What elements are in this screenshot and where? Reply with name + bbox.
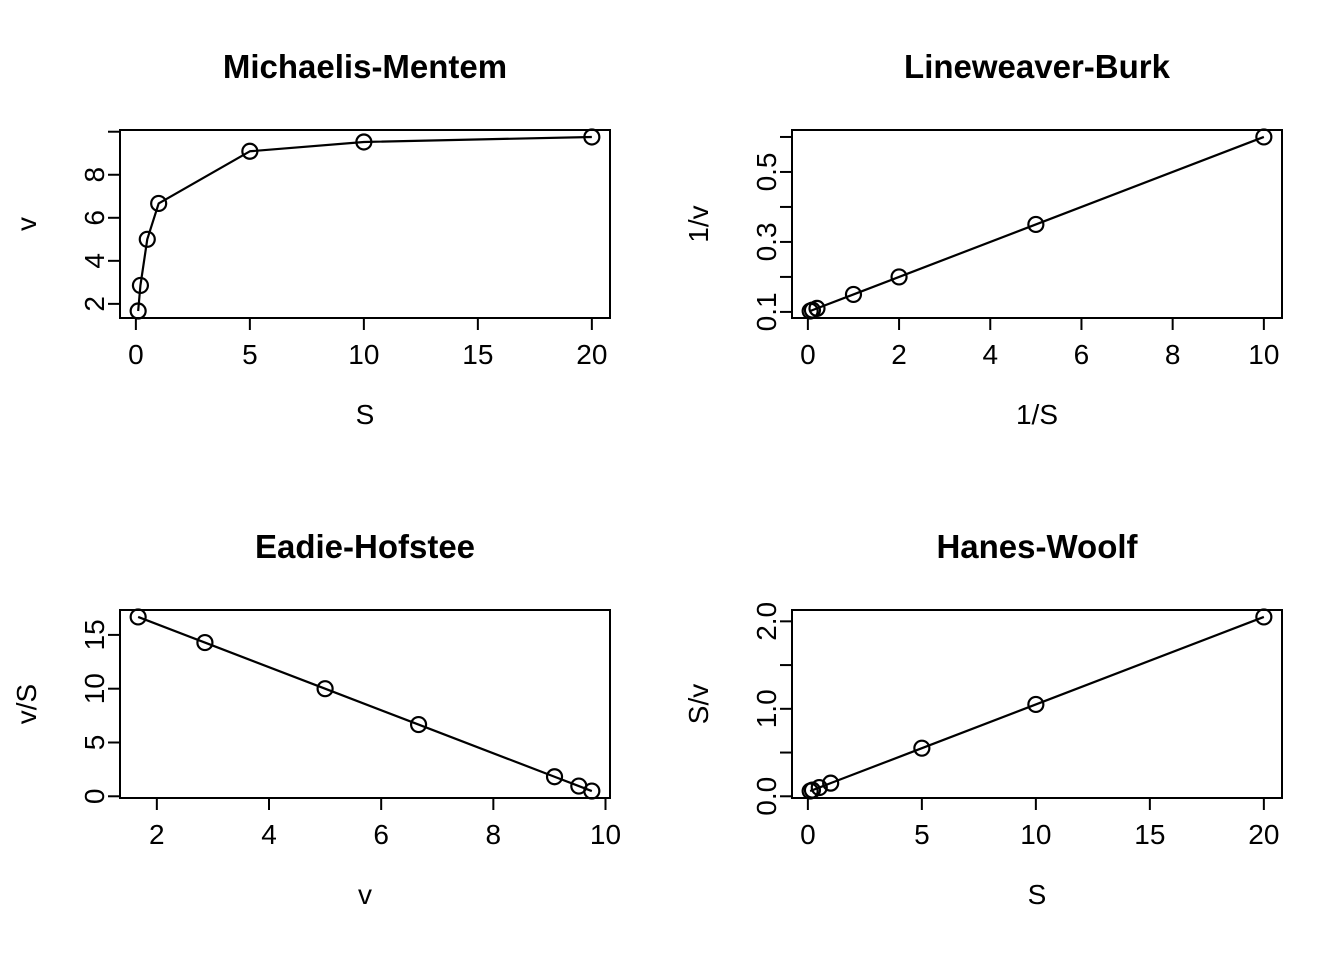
chart-title: Lineweaver-Burk	[904, 48, 1171, 85]
x-tick-label: 10	[1020, 819, 1051, 850]
y-tick-label: 0.3	[751, 222, 782, 261]
y-axis-label: v	[11, 217, 42, 231]
y-tick-label: 8	[79, 167, 110, 183]
data-point	[583, 782, 601, 800]
data-point	[583, 128, 601, 146]
data-point	[138, 230, 156, 248]
x-tick-label: 4	[982, 339, 998, 370]
x-tick-label: 15	[462, 339, 493, 370]
chart-lineweaver-burk: Lineweaver-Burk 0 2 4 6 8 10 0.1 0.3 0.5 1/S 1/v	[683, 48, 1283, 430]
data-line	[809, 615, 1265, 793]
plot-box	[791, 129, 1283, 319]
x-tick-label: 5	[242, 339, 258, 370]
x-tick-label: 0	[800, 819, 816, 850]
data-point	[355, 133, 373, 151]
x-tick-label: 2	[149, 819, 165, 850]
chart-eadie-hofstee: Eadie-Hofstee 2 4 6 8 10 0 5 10 15 v v/S	[11, 528, 621, 910]
chart-michaelis-mentem: Michaelis-Mentem 0 5 10 15 20 2 4 6 8 Sv	[11, 48, 611, 430]
y-tick-label: 10	[79, 673, 110, 704]
chart-hanes-woolf: Hanes-Woolf 0 5 10 15 20 0.0 1.0 2.0 S S/v	[683, 528, 1283, 910]
data-point	[196, 633, 214, 652]
y-tick-label: 5	[79, 735, 110, 751]
x-tick-label: 6	[1074, 339, 1090, 370]
data-point	[129, 608, 147, 626]
plot-box	[119, 129, 611, 319]
y-tick-label: 2.0	[751, 602, 782, 641]
panel-hanes-woolf: Hanes-Woolf 0 5 10 15 20 0.0 1.0 2.0 S S/v	[672, 480, 1344, 960]
data-point	[1255, 608, 1273, 626]
data-point	[409, 715, 428, 734]
y-axis-label: S/v	[683, 684, 714, 724]
data-point	[1027, 695, 1045, 714]
data-point	[890, 268, 908, 286]
y-tick-label: 2	[79, 296, 110, 312]
y-tick-label: 0.5	[751, 152, 782, 191]
plot-box	[119, 609, 611, 799]
x-axis-label: S	[1028, 879, 1047, 910]
data-point	[241, 142, 259, 160]
y-tick-label: 6	[79, 210, 110, 226]
panel-eadie-hofstee: Eadie-Hofstee 2 4 6 8 10 0 5 10 15 v v/S	[0, 480, 672, 960]
x-tick-label: 6	[373, 819, 389, 850]
x-tick-label: 8	[486, 819, 502, 850]
data-point	[913, 739, 931, 757]
data-line	[809, 135, 1265, 313]
x-tick-label: 8	[1165, 339, 1181, 370]
chart-title: Michaelis-Mentem	[223, 48, 507, 85]
x-tick-label: 15	[1134, 819, 1165, 850]
y-tick-label: 0	[79, 789, 110, 805]
x-axis-label: v	[358, 879, 372, 910]
x-tick-label: 20	[576, 339, 607, 370]
data-point	[129, 302, 147, 320]
x-tick-label: 10	[348, 339, 379, 370]
y-tick-label: 0.0	[751, 777, 782, 816]
y-tick-label: 4	[79, 253, 110, 269]
x-tick-label: 20	[1248, 819, 1279, 850]
data-point	[810, 778, 828, 797]
x-tick-label: 0	[128, 339, 144, 370]
y-axis-label: 1/v	[683, 205, 714, 242]
data-point	[822, 774, 840, 792]
x-axis-label: 1/S	[1016, 399, 1058, 430]
chart-title: Eadie-Hofstee	[255, 528, 475, 565]
x-tick-label: 10	[590, 819, 621, 850]
y-tick-label: 15	[79, 619, 110, 650]
y-tick-label: 0.1	[751, 292, 782, 331]
y-tick-label: 1.0	[751, 689, 782, 728]
data-point	[131, 276, 150, 295]
plot-box	[791, 609, 1283, 799]
data-line	[137, 615, 593, 793]
panel-lineweaver-burk: Lineweaver-Burk 0 2 4 6 8 10 0.1 0.3 0.5 1/S 1/v	[672, 0, 1344, 480]
data-point	[545, 768, 564, 786]
data-point	[1255, 128, 1273, 146]
data-line	[137, 135, 592, 312]
x-axis-label: S	[356, 399, 375, 430]
x-tick-label: 2	[891, 339, 907, 370]
data-point	[150, 194, 168, 213]
x-tick-label: 5	[914, 819, 930, 850]
data-point	[316, 680, 334, 698]
data-point	[808, 299, 826, 318]
y-axis-label: v/S	[11, 684, 42, 724]
chart-title: Hanes-Woolf	[936, 528, 1138, 565]
x-tick-label: 4	[261, 819, 277, 850]
data-point	[1027, 215, 1045, 234]
x-tick-label: 0	[800, 339, 816, 370]
x-tick-label: 10	[1248, 339, 1279, 370]
data-point	[844, 285, 863, 304]
